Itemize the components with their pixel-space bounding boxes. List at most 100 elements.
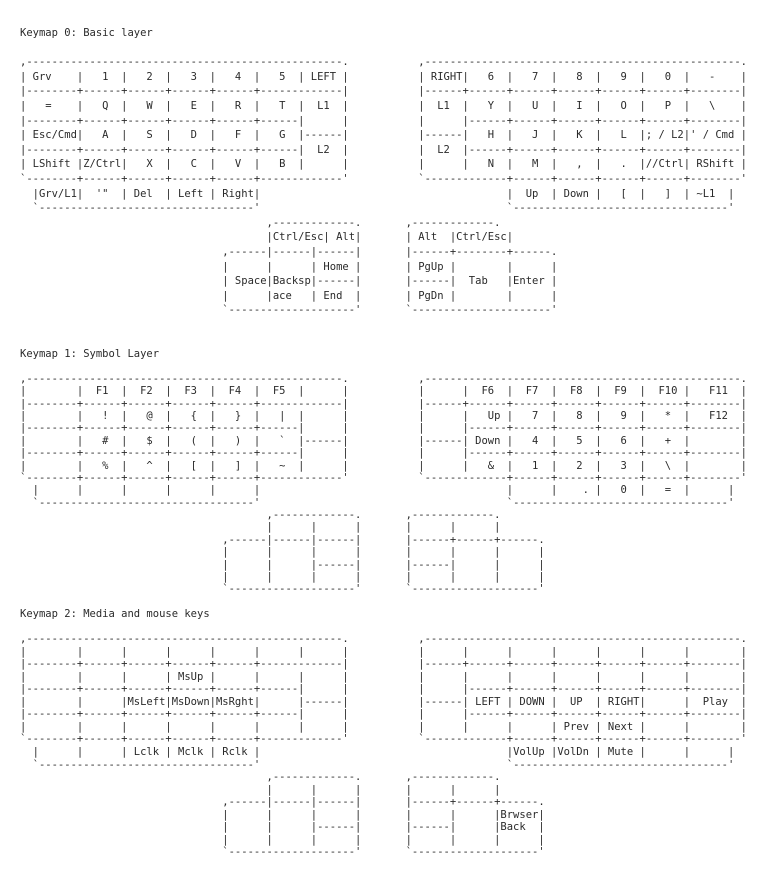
right-half-thumb-row: ,-------------. — [405, 509, 501, 522]
left-half-thumb-row: | Space|Backsp|------| — [222, 275, 362, 288]
left-half-main-row: ,---------------------------------------… — [20, 372, 349, 385]
left-half-thumb-row: | | | Home | — [222, 260, 362, 273]
left-half-main-row: ,---------------------------------------… — [20, 633, 349, 646]
left-half-bottom-row: |Grv/L1| '" | Del | Left | Right| — [20, 187, 261, 200]
right-half-bottom-row: `----------------------------------' — [506, 202, 735, 215]
right-half-bottom-row: `----------------------------------' — [506, 496, 735, 509]
right-half-thumb-row: `--------------------' — [405, 846, 545, 859]
main-row: | | | | | | | | | | | | | | | | — [20, 646, 747, 659]
main-row: |--------+------+------+------+------+--… — [20, 84, 747, 99]
left-half-thumb-row: | | | | — [222, 808, 362, 821]
right-half-thumb-row: | | | | — [405, 546, 545, 559]
right-half-main-row: | |------+------+------+------+------+--… — [418, 683, 747, 696]
main-row: | | |MsLeft|MsDown|MsRght| |------| |----… — [20, 696, 747, 709]
left-half-main-row: | LShift |Z/Ctrl| X | C | V | B | | — [20, 158, 349, 171]
left-half-main-row: |--------+------+------+------+------+--… — [20, 397, 349, 410]
right-half-thumb-row: ,-------------. — [405, 216, 501, 229]
right-half-thumb-row: | | | — [405, 521, 501, 534]
right-half-main-row: | | Up | 7 | 8 | 9 | * | F12 | — [418, 409, 747, 422]
right-half-bottom-row: `----------------------------------' — [506, 758, 735, 771]
left-half-thumb-row: `--------------------' — [222, 846, 362, 859]
left-half-main-row: `--------+------+------+------+------+--… — [20, 733, 349, 746]
thumb-row: | | | | | | | | — [20, 834, 747, 847]
main-row: | | ! | @ | { | } | | | | | | Up | 7 | 8 … — [20, 410, 747, 422]
right-half-thumb-row: |------+------+------. — [405, 533, 545, 546]
right-half-main-row: | | & | 1 | 2 | 3 | \ | | — [418, 459, 747, 472]
main-row: |--------+------+------+------+------+--… — [20, 114, 747, 129]
left-half-main-row: |--------+------+------+------+------+--… — [20, 658, 349, 671]
thumb-row: | | | | | | |Brwser| — [20, 809, 747, 822]
main-row: | | % | ^ | [ | ] | ~ | | | | & | 1 | 2 |… — [20, 460, 747, 472]
left-half-bottom-row: `----------------------------------' — [20, 496, 261, 509]
main-row: ,---------------------------------------… — [20, 633, 747, 646]
left-half-main-row: | | | | | | | | — [20, 720, 349, 733]
thumb-row: | | | | | | — [20, 784, 747, 797]
bottom-row: `----------------------------------' `---… — [20, 759, 747, 772]
right-half-main-row: ,---------------------------------------… — [418, 372, 747, 385]
right-half-main-row: | | | | | | | | — [418, 645, 747, 658]
thumb-row: ,-------------. ,-------------. — [20, 771, 747, 784]
right-half-thumb-row: | PgDn | | | — [405, 289, 558, 302]
main-row: |--------+------+------+------+------+--… — [20, 422, 747, 434]
thumb-row: `--------------------' `-----------------… — [20, 846, 747, 859]
left-half-main-row: | | F1 | F2 | F3 | F4 | F5 | | — [20, 385, 349, 398]
left-half-thumb-row: | | | — [222, 521, 362, 534]
left-half-main-row: | | % | ^ | [ | ] | ~ | | — [20, 459, 349, 472]
left-half-main-row: |--------+------+------+------+------+--… — [20, 447, 349, 460]
thumb-row: | | | | | | | | — [20, 546, 747, 558]
right-half-thumb-row: |------| | | — [405, 558, 545, 571]
right-half-thumb-row: | | | | — [405, 571, 545, 584]
left-half-main-row: | Esc/Cmd| A | S | D | F | G |------| — [20, 129, 349, 142]
right-half-bottom-row: | Up | Down | [ | ] | ~L1 | — [506, 187, 735, 200]
right-half-main-row: `-------------+------+------+------+----… — [418, 172, 747, 185]
right-half-main-row: | L2 |------+------+------+------+------… — [418, 143, 747, 156]
left-half-bottom-row: `----------------------------------' — [20, 758, 261, 771]
keymap-title: Keymap 1: Symbol Layer — [20, 348, 160, 360]
bottom-row: | | | Lclk | Mclk | Rclk | |VolUp |VolDn … — [20, 746, 747, 759]
thumb-row: ,------|------|------| |------+------+---… — [20, 534, 747, 546]
left-half-main-row: |--------+------+------+------+------+--… — [20, 85, 349, 98]
left-half-thumb-row: | | | | — [222, 833, 362, 846]
right-half-main-row: | | N | M | , | . |//Ctrl| RShift | — [418, 158, 747, 171]
left-half-thumb-row: | | |------| — [222, 821, 362, 834]
thumb-row: ,------|------|------| |------+------+---… — [20, 796, 747, 809]
blank-line — [20, 360, 747, 372]
thumb-row: ,-------------. ,-------------. — [20, 216, 747, 231]
right-half-main-row: `-------------+------+------+------+----… — [418, 733, 747, 746]
left-half-thumb-row: ,-------------. — [222, 216, 362, 229]
thumb-row: | | |------| |------| | | — [20, 559, 747, 571]
left-half-main-row: | Grv | 1 | 2 | 3 | 4 | 5 | LEFT | — [20, 70, 349, 83]
right-half-thumb-row: | | |Brwser| — [405, 808, 545, 821]
left-half-main-row: | | | | | | | | — [20, 645, 349, 658]
left-half-bottom-row: `----------------------------------' — [20, 202, 261, 215]
main-row: ,---------------------------------------… — [20, 55, 747, 70]
thumb-row: |Ctrl/Esc| Alt| | Alt |Ctrl/Esc| — [20, 230, 747, 245]
main-row: | Grv | 1 | 2 | 3 | 4 | 5 | LEFT | | RIGH… — [20, 70, 747, 85]
right-half-main-row: | | | | Prev | Next | | | — [418, 720, 747, 733]
right-half-main-row: | |------+------+------+------+------+--… — [418, 708, 747, 721]
left-half-main-row: | | | | MsUp | | | | — [20, 670, 349, 683]
main-row: | = | Q | W | E | R | T | L1 | | L1 | Y |… — [20, 99, 747, 114]
right-half-main-row: | | | | | | | | — [418, 670, 747, 683]
main-row: |--------+------+------+------+------+--… — [20, 708, 747, 721]
left-half-thumb-row: | | | | — [222, 546, 362, 559]
main-row: `--------+------+------+------+------+--… — [20, 733, 747, 746]
main-row: |--------+------+------+------+------+--… — [20, 447, 747, 459]
bottom-row: | | | | | | | | . | 0 | = | | — [20, 484, 747, 496]
left-half-main-row: |--------+------+------+------+------+--… — [20, 143, 349, 156]
right-half-main-row: | | F6 | F7 | F8 | F9 | F10 | F11 | — [418, 385, 747, 398]
blank-line — [20, 41, 747, 56]
right-half-main-row: ,---------------------------------------… — [418, 56, 747, 69]
left-half-main-row: |--------+------+------+------+------+--… — [20, 683, 349, 696]
left-half-main-row: | = | Q | W | E | R | T | L1 | — [20, 99, 349, 112]
right-half-thumb-row: |------+--------+------. — [405, 245, 558, 258]
main-row: | LShift |Z/Ctrl| X | C | V | B | | | | N… — [20, 157, 747, 172]
right-half-main-row: |------+------+------+------+------+----… — [418, 658, 747, 671]
thumb-row: | | |------| |------| |Back | — [20, 821, 747, 834]
left-half-main-row: | | ! | @ | { | } | | | | — [20, 409, 349, 422]
left-half-main-row: |--------+------+------+------+------+--… — [20, 708, 349, 721]
left-half-main-row: | | # | $ | ( | ) | ` |------| — [20, 434, 349, 447]
thumb-row: | | | | | | — [20, 521, 747, 533]
left-half-thumb-row: | | |------| — [222, 558, 362, 571]
thumb-row: | | | | | | | | — [20, 571, 747, 583]
